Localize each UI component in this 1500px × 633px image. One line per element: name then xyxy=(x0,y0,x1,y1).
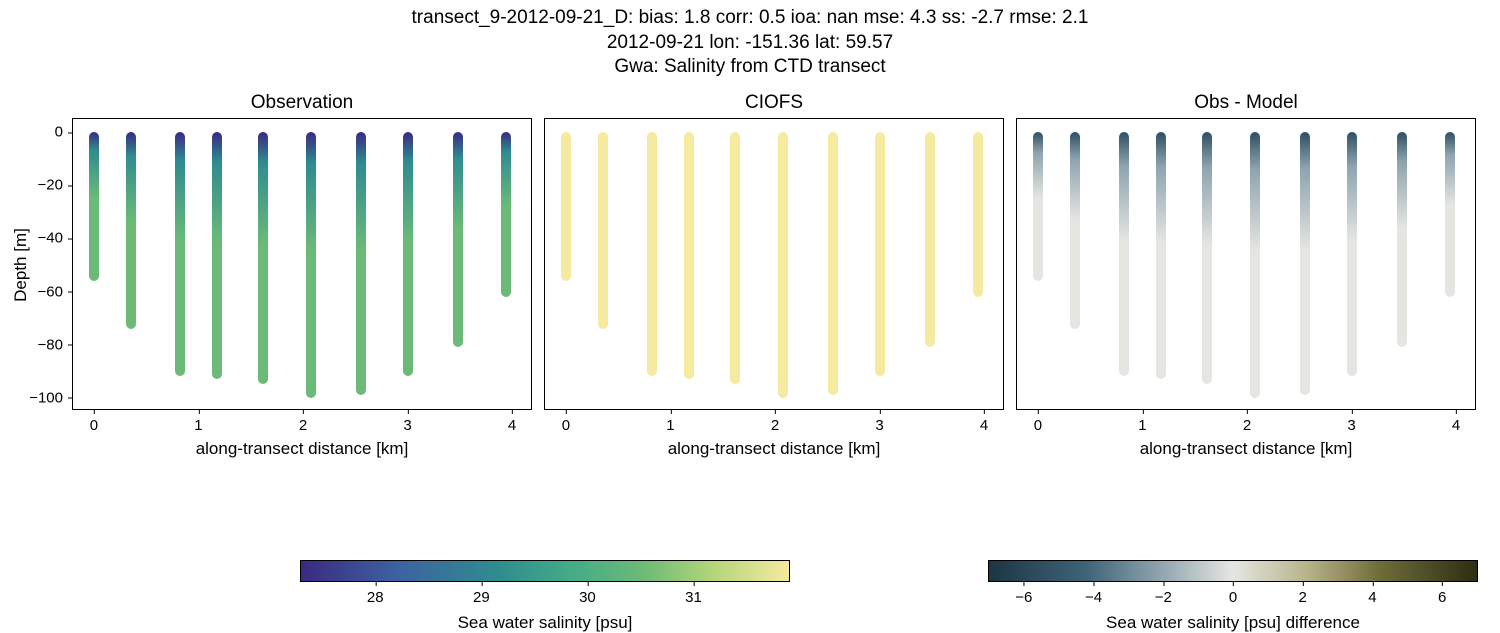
plot-area: 0−20−40−60−80−100Depth [m]01234along-tra… xyxy=(72,118,532,410)
xtick: 0 xyxy=(1034,409,1042,434)
profile xyxy=(175,132,185,376)
profile xyxy=(1119,132,1129,376)
colorbar-tick: 4 xyxy=(1368,581,1376,606)
title-line-3: Gwa: Salinity from CTD transect xyxy=(0,55,1500,80)
panels-row: Observation 0−20−40−60−80−100Depth [m]012… xyxy=(72,92,1476,410)
ytick: 0 xyxy=(55,124,73,141)
profile xyxy=(306,132,316,397)
xtick: 4 xyxy=(1452,409,1460,434)
profile xyxy=(598,132,608,328)
colorbar-tick: 6 xyxy=(1438,581,1446,606)
ytick: −100 xyxy=(29,389,73,406)
profile xyxy=(647,132,657,376)
ytick: −40 xyxy=(38,230,73,247)
ytick: −80 xyxy=(38,336,73,353)
profile xyxy=(1250,132,1260,397)
profile xyxy=(126,132,136,328)
profile xyxy=(730,132,740,384)
colorbar-0: 28293031Sea water salinity [psu] xyxy=(300,560,790,582)
xtick: 3 xyxy=(403,409,411,434)
profile xyxy=(258,132,268,384)
profile xyxy=(1445,132,1455,297)
profile xyxy=(1033,132,1043,281)
profile xyxy=(1397,132,1407,347)
colorbar-label: Sea water salinity [psu] difference xyxy=(1106,581,1360,633)
profile xyxy=(1156,132,1166,379)
ytick: −20 xyxy=(38,177,73,194)
colorbar-tick: −6 xyxy=(1015,581,1032,606)
profile xyxy=(501,132,511,297)
profile xyxy=(684,132,694,379)
profile xyxy=(778,132,788,397)
xtick: 1 xyxy=(666,409,674,434)
colorbar-tick: 28 xyxy=(367,581,384,606)
profile xyxy=(1070,132,1080,328)
colorbar-tick: 31 xyxy=(685,581,702,606)
xtick: 0 xyxy=(90,409,98,434)
xtick: 2 xyxy=(771,409,779,434)
xlabel: along-transect distance [km] xyxy=(1140,439,1353,459)
xtick: 3 xyxy=(1347,409,1355,434)
plot-area: 01234along-transect distance [km] xyxy=(1016,118,1476,410)
profile xyxy=(356,132,366,395)
panel-title: Observation xyxy=(72,92,532,114)
xtick: 0 xyxy=(562,409,570,434)
title-line-2: 2012-09-21 lon: -151.36 lat: 59.57 xyxy=(0,31,1500,56)
panel-title: CIOFS xyxy=(544,92,1004,114)
profile xyxy=(973,132,983,297)
panel-1: CIOFS 01234along-transect distance [km] xyxy=(544,92,1004,410)
profile xyxy=(1347,132,1357,376)
ytick: −60 xyxy=(38,283,73,300)
xtick: 2 xyxy=(299,409,307,434)
profile xyxy=(89,132,99,281)
profile xyxy=(403,132,413,376)
ylabel: Depth [m] xyxy=(11,228,31,302)
profile xyxy=(212,132,222,379)
profile xyxy=(828,132,838,395)
title-line-1: transect_9-2012-09-21_D: bias: 1.8 corr:… xyxy=(0,6,1500,31)
plot-area: 01234along-transect distance [km] xyxy=(544,118,1004,410)
colorbar-gradient: 28293031Sea water salinity [psu] xyxy=(300,560,790,582)
xtick: 2 xyxy=(1243,409,1251,434)
colorbar-gradient: −6−4−20246Sea water salinity [psu] diffe… xyxy=(988,560,1478,582)
xtick: 1 xyxy=(194,409,202,434)
xtick: 3 xyxy=(875,409,883,434)
colorbar-label: Sea water salinity [psu] xyxy=(458,581,633,633)
panel-2: Obs - Model 01234along-transect distance … xyxy=(1016,92,1476,410)
xtick: 4 xyxy=(508,409,516,434)
profile xyxy=(453,132,463,347)
figure-title: transect_9-2012-09-21_D: bias: 1.8 corr:… xyxy=(0,0,1500,80)
profile xyxy=(875,132,885,376)
xtick: 4 xyxy=(980,409,988,434)
profile xyxy=(925,132,935,347)
xlabel: along-transect distance [km] xyxy=(668,439,881,459)
panel-0: Observation 0−20−40−60−80−100Depth [m]012… xyxy=(72,92,532,410)
profile xyxy=(1202,132,1212,384)
colorbar-1: −6−4−20246Sea water salinity [psu] diffe… xyxy=(988,560,1478,582)
profile xyxy=(1300,132,1310,395)
colorbar-tick: −4 xyxy=(1085,581,1102,606)
xlabel: along-transect distance [km] xyxy=(196,439,409,459)
xtick: 1 xyxy=(1138,409,1146,434)
profile xyxy=(561,132,571,281)
panel-title: Obs - Model xyxy=(1016,92,1476,114)
